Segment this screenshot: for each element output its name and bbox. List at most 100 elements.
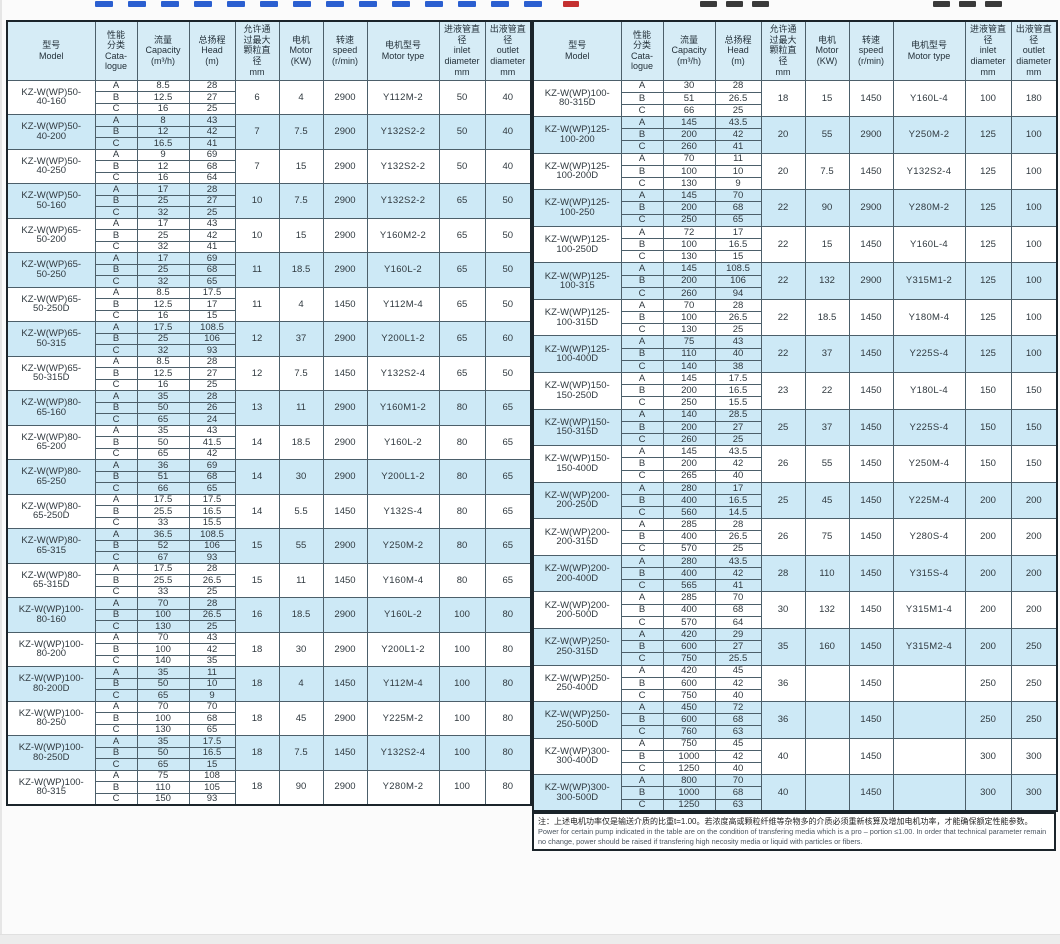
capacity-cell: 150: [136, 792, 190, 805]
speed-cell: 1450: [848, 664, 894, 703]
capacity-cell: 600: [662, 713, 716, 727]
head-cell: 9: [714, 176, 762, 191]
capacity-cell: 760: [662, 725, 716, 739]
capacity-cell: 32: [136, 344, 190, 357]
outlet-cell: 50: [484, 217, 532, 253]
particle-cell: 18: [234, 735, 280, 771]
capacity-cell: 200: [662, 457, 716, 471]
model-cell: KZ-W(WP)80- 65-250D: [6, 493, 96, 529]
spec-subrow: KZ-W(WP)125- 100-250D A 72 17 22 15 1450 Y160L-…: [532, 225, 1058, 264]
catalogue-cell: C: [94, 206, 138, 219]
capacity-cell: 130: [662, 323, 716, 337]
head-cell: 17.5: [714, 371, 762, 386]
capacity-cell: 30: [662, 79, 716, 93]
speed-cell: 2900: [322, 597, 368, 633]
spec-subrow: C 760 63: [533, 725, 1057, 739]
catalogue-cell: B: [620, 749, 664, 764]
spec-subrow: B 25 42: [7, 229, 531, 242]
spec-subrow: C 32 25: [7, 206, 531, 219]
inlet-cell: 80: [438, 390, 486, 426]
outlet-cell: 100: [1010, 189, 1058, 227]
catalogue-cell: A: [94, 286, 138, 299]
catalogue-cell: A: [620, 481, 664, 495]
head-cell: 43: [188, 424, 236, 437]
particle-cell: 12: [234, 321, 280, 357]
inlet-cell: 80: [438, 493, 486, 529]
capacity-cell: 450: [662, 701, 716, 715]
speed-cell: 2900: [322, 79, 368, 115]
column-header-model: 型号 Model: [6, 20, 96, 81]
column-header-capacity: 流量 Capacity (m³/h): [662, 20, 716, 81]
capacity-cell: 400: [662, 530, 716, 544]
motor-type-cell: Y132S2-2: [366, 114, 440, 150]
head-cell: 25: [714, 432, 762, 447]
motor-cell: 18.5: [278, 252, 324, 288]
motor-type-cell: Y160L-2: [366, 424, 440, 460]
spec-subrow: B 200 106: [533, 274, 1057, 288]
head-cell: 41: [714, 140, 762, 154]
capacity-cell: 570: [662, 615, 716, 629]
head-cell: 42: [714, 457, 762, 471]
catalogue-cell: A: [620, 371, 664, 386]
head-cell: 10: [714, 164, 762, 179]
spec-subrow: B 200 42: [533, 457, 1057, 471]
spec-subrow: C 130 9: [533, 176, 1057, 191]
inlet-cell: 100: [438, 700, 486, 736]
catalogue-cell: B: [94, 608, 138, 621]
table-body-right: KZ-W(WP)100- 80-315D A 30 28 18 15 1450 Y160L-4…: [532, 79, 1058, 812]
catalogue-cell: C: [94, 137, 138, 150]
spec-subrow: B 100 10: [533, 164, 1057, 179]
catalogue-cell: B: [94, 781, 138, 794]
head-cell: 35: [188, 654, 236, 667]
head-cell: 42: [188, 125, 236, 138]
head-cell: 42: [188, 447, 236, 460]
capacity-cell: 560: [662, 506, 716, 520]
head-cell: 25: [188, 102, 236, 115]
outlet-cell: 65: [484, 459, 532, 495]
speed-cell: 2900: [322, 252, 368, 288]
particle-cell: 30: [760, 591, 806, 629]
spec-subrow: KZ-W(WP)125- 100-315D A 70 28 22 18.5 1450 Y180…: [532, 298, 1058, 337]
head-cell: 106: [714, 274, 762, 288]
motor-cell: 15: [804, 79, 850, 118]
catalogue-cell: B: [94, 332, 138, 345]
column-header-motor: 电机 Motor (KW): [278, 20, 324, 81]
catalogue-cell: A: [620, 445, 664, 459]
capacity-cell: 100: [136, 608, 190, 621]
speed-cell: 1450: [848, 701, 894, 739]
catalogue-cell: B: [94, 746, 138, 759]
outlet-cell: 80: [484, 700, 532, 736]
head-cell: 63: [714, 725, 762, 739]
outlet-cell: 80: [484, 735, 532, 771]
capacity-cell: 12: [136, 125, 190, 138]
spec-subrow: KZ-W(WP)300- 300-400D A 750 45 40 1450 300 300: [532, 737, 1058, 776]
head-cell: 25: [714, 103, 762, 118]
model-cell: KZ-W(WP)125- 100-315: [532, 262, 622, 300]
catalogue-cell: A: [620, 335, 664, 349]
particle-cell: 36: [760, 701, 806, 739]
head-cell: 70: [188, 700, 236, 713]
catalogue-cell: B: [94, 160, 138, 173]
particle-cell: 22: [760, 189, 806, 227]
motor-type-cell: Y280M-2: [366, 769, 440, 805]
motor-cell: 30: [278, 631, 324, 667]
capacity-cell: 72: [662, 225, 716, 239]
spec-subrow: KZ-W(WP)100- 80-160 A 70 28 16 18.5 2900 Y160L-…: [6, 597, 532, 633]
cropped-title-fragment: [293, 1, 311, 7]
catalogue-cell: A: [620, 298, 664, 313]
capacity-cell: 65: [136, 447, 190, 460]
spec-subrow: B 100 26.5: [533, 311, 1057, 325]
catalogue-cell: C: [94, 723, 138, 736]
spec-subrow: KZ-W(WP)125- 100-200 A 145 43.5 20 55 2900 Y250…: [532, 116, 1058, 154]
head-cell: 72: [714, 701, 762, 715]
spec-subrow: B 100 26.5: [7, 608, 531, 621]
model-cell: KZ-W(WP)150- 150-400D: [532, 445, 622, 483]
capacity-cell: 8.5: [136, 286, 190, 299]
motor-type-cell: Y200L1-2: [366, 459, 440, 495]
spec-subrow: C 32 41: [7, 240, 531, 253]
catalogue-cell: B: [620, 311, 664, 325]
capacity-cell: 600: [662, 676, 716, 690]
outlet-cell: 65: [484, 493, 532, 529]
inlet-cell: 125: [964, 152, 1012, 191]
outlet-cell: 80: [484, 597, 532, 633]
